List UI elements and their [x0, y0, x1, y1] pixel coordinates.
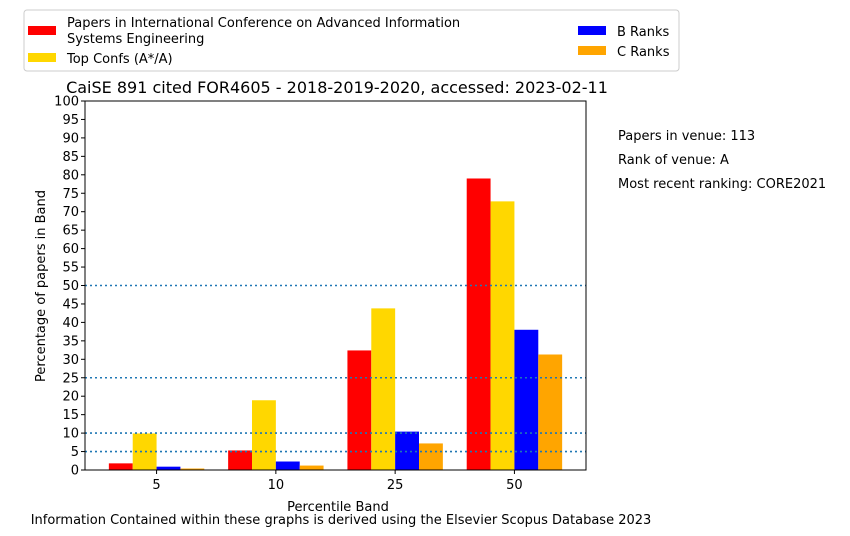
y-tick-label-65: 65 — [62, 224, 79, 239]
bars-group — [108, 178, 563, 471]
bar-25-series-0 — [347, 350, 372, 470]
legend: Papers in International Conference on Ad… — [23, 9, 680, 72]
bar-50-series-0 — [466, 178, 491, 471]
reference-lines-group — [85, 284, 586, 453]
bar-50-series-2 — [514, 329, 539, 470]
y-tick-label-20: 20 — [62, 390, 79, 405]
y-tick-label-100: 100 — [54, 95, 79, 110]
y-tick-label-70: 70 — [62, 205, 79, 220]
footer-source-note: Information Contained within these graph… — [31, 513, 652, 528]
x-tick-label-25: 25 — [387, 478, 404, 493]
y-tick-label-95: 95 — [62, 113, 79, 128]
x-axis-label: Percentile Band — [287, 500, 389, 515]
bar-5-series-2 — [156, 466, 181, 470]
y-tick-label-10: 10 — [62, 427, 79, 442]
bar-50-series-3 — [538, 354, 563, 470]
x-tick-label-50: 50 — [506, 478, 523, 493]
legend-swatch-0 — [28, 26, 56, 35]
y-tick-label-40: 40 — [62, 316, 79, 331]
y-tick-label-45: 45 — [62, 297, 79, 312]
legend-label-0-line-1: Papers in International Conference on Ad… — [67, 16, 460, 31]
x-axis-ticks: 5 10 25 50 — [152, 470, 523, 493]
bar-25-series-3 — [419, 443, 443, 470]
bar-10-series-1 — [252, 400, 276, 470]
bar-25-series-2 — [395, 431, 419, 470]
y-tick-label-0: 0 — [71, 464, 79, 479]
y-tick-label-5: 5 — [71, 445, 79, 460]
bar-10-series-2 — [275, 461, 300, 470]
y-tick-label-55: 55 — [62, 261, 79, 276]
legend-swatch-3 — [578, 46, 606, 55]
legend-label-2: B Ranks — [617, 25, 670, 40]
bar-5-series-3 — [180, 468, 205, 470]
legend-label-0-line-2: Systems Engineering — [67, 32, 204, 47]
y-tick-label-60: 60 — [62, 242, 79, 257]
x-tick-label-10: 10 — [268, 478, 285, 493]
legend-label-3: C Ranks — [617, 45, 670, 60]
y-tick-label-25: 25 — [62, 371, 79, 386]
y-tick-label-50: 50 — [62, 279, 79, 294]
y-axis-label: Percentage of papers in Band — [34, 190, 49, 382]
bar-50-series-1 — [490, 201, 515, 470]
annotation-rank-of-venue: Rank of venue: A — [618, 153, 729, 168]
y-tick-label-90: 90 — [62, 131, 79, 146]
bar-25-series-1 — [371, 308, 396, 470]
legend-frame — [23, 9, 680, 72]
bar-10-series-0 — [228, 450, 252, 470]
annotation-most-recent-ranking: Most recent ranking: CORE2021 — [618, 177, 826, 192]
y-tick-label-85: 85 — [62, 150, 79, 165]
bar-10-series-3 — [299, 465, 324, 470]
legend-label-1: Top Confs (A*/A) — [66, 52, 173, 67]
y-tick-label-35: 35 — [62, 334, 79, 349]
y-tick-label-30: 30 — [62, 353, 79, 368]
legend-swatch-2 — [578, 26, 606, 35]
bar-5-series-1 — [132, 433, 157, 470]
annotation-papers-in-venue: Papers in venue: 113 — [618, 129, 755, 144]
chart-title: CaiSE 891 cited FOR4605 - 2018-2019-2020… — [66, 78, 608, 97]
x-tick-label-5: 5 — [152, 478, 160, 493]
y-axis-ticks: 0 5 10 15 20 25 30 35 40 45 50 55 60 65 70 75 80 85 90 95 10… — [54, 95, 85, 479]
y-tick-label-80: 80 — [62, 168, 79, 183]
y-tick-label-75: 75 — [62, 187, 79, 202]
y-tick-label-15: 15 — [62, 408, 79, 423]
legend-swatch-1 — [28, 53, 56, 62]
bar-5-series-0 — [108, 463, 133, 470]
